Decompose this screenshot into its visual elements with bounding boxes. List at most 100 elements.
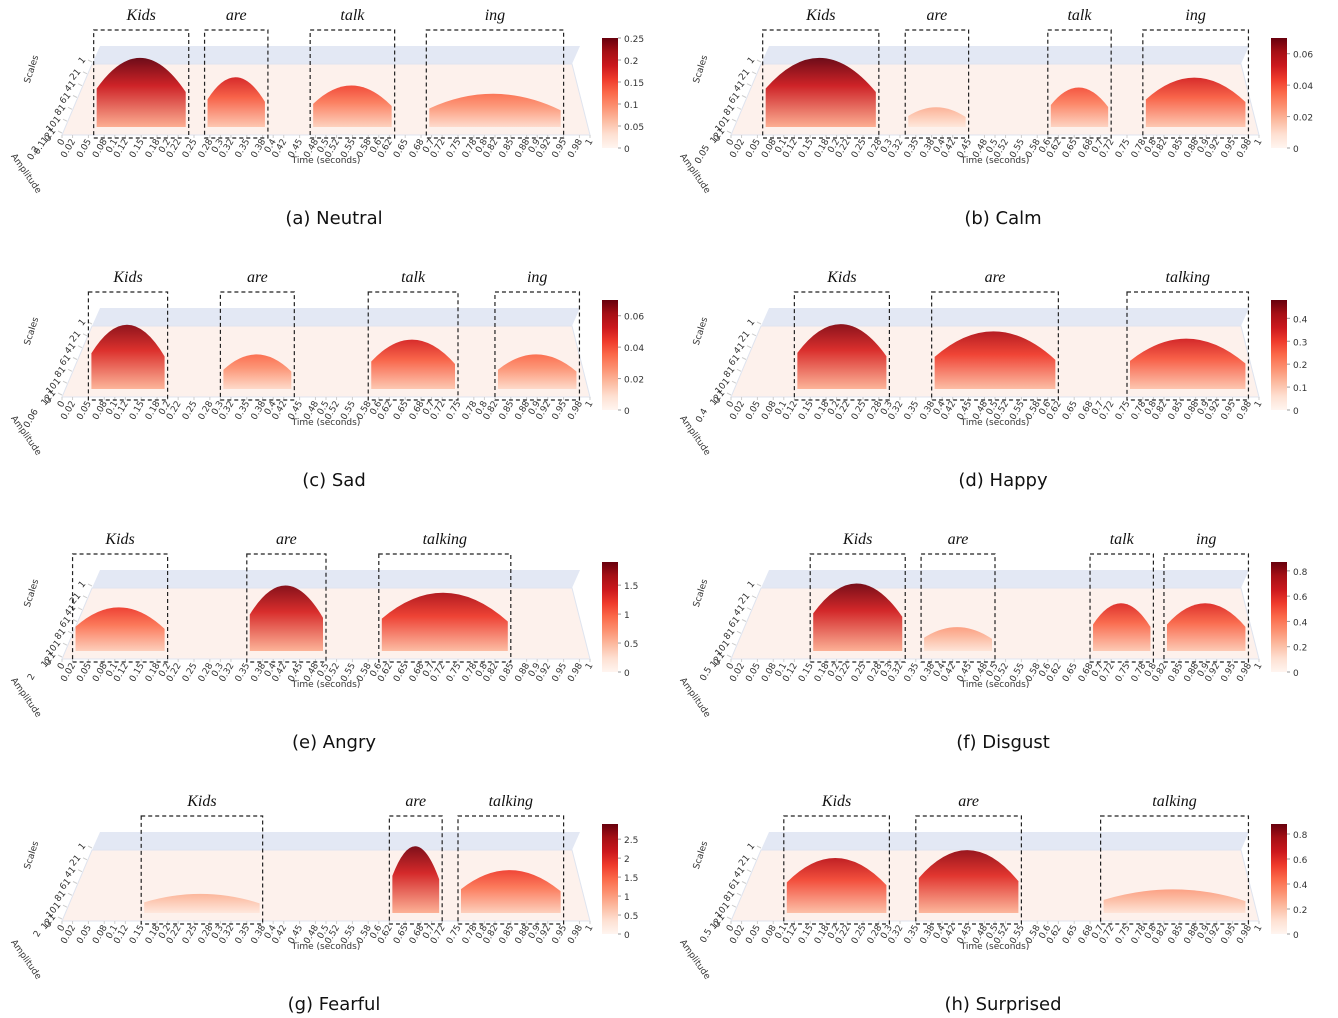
- word-label: are: [226, 7, 247, 24]
- colorbar-tick-label: 0.6: [1293, 593, 1308, 603]
- y-tick: [737, 631, 741, 633]
- word-label: talk: [401, 269, 426, 286]
- word-label: are: [958, 793, 979, 810]
- y-tick: [63, 643, 67, 645]
- colorbar-tick-label: 2: [624, 855, 630, 865]
- x-tick-label: 0.65: [1061, 924, 1080, 946]
- colorbar: [1271, 562, 1287, 672]
- y-tick-label: 1: [746, 580, 757, 591]
- x-tick-label: 1: [1253, 400, 1265, 410]
- colorbar: [602, 300, 618, 410]
- y-tick-label: 1: [746, 56, 757, 67]
- y-tick: [58, 655, 62, 657]
- word-label: are: [927, 7, 948, 24]
- colorbar-tick-label: 0.05: [624, 123, 644, 133]
- y-tick: [63, 381, 67, 383]
- back-wall: [92, 46, 580, 64]
- x-tick-label: 0.85: [1167, 138, 1186, 160]
- colorbar-tick-label: 0.5: [624, 912, 638, 922]
- x-tick-label: 0.05: [75, 138, 94, 160]
- caption: (f) Disgust: [956, 732, 1050, 753]
- colorbar-tick-label: 0.04: [624, 344, 644, 354]
- y-axis-label: Scales: [23, 54, 42, 85]
- x-tick-label: 0.98: [566, 399, 585, 422]
- y-tick: [757, 60, 761, 62]
- panel: 00.020.050.080.10.120.150.180.20.220.250…: [8, 531, 638, 753]
- colorbar-tick-label: 2.5: [624, 836, 638, 846]
- caption: (d) Happy: [958, 470, 1048, 491]
- colorbar-tick-label: 1: [624, 893, 630, 903]
- y-tick: [68, 107, 72, 109]
- x-tick-label: 0.75: [445, 138, 464, 160]
- colorbar: [1271, 824, 1287, 934]
- colorbar-tick-label: 1: [624, 611, 630, 621]
- colorbar-tick-label: 0: [1293, 145, 1299, 155]
- x-tick-label: 0.85: [498, 924, 517, 946]
- x-tick-label: 1: [584, 400, 596, 410]
- word-label: Kids: [186, 793, 216, 810]
- colorbar-tick-label: 0.2: [1293, 906, 1307, 916]
- x-tick-label: 0.95: [551, 138, 570, 160]
- colorbar-tick-label: 0: [624, 145, 630, 155]
- word-label: are: [276, 531, 297, 548]
- x-tick-label: 0.15: [128, 138, 147, 160]
- caption: (a) Neutral: [285, 208, 382, 229]
- y-tick: [58, 917, 62, 919]
- colorbar-tick-label: 0.3: [1293, 338, 1307, 348]
- colorbar-tick-label: 0: [624, 407, 630, 417]
- colorbar-tick-label: 0.8: [1293, 831, 1308, 841]
- word-label: ing: [1185, 7, 1205, 24]
- y-tick: [58, 131, 62, 133]
- back-wall: [92, 308, 580, 326]
- word-label: are: [405, 793, 426, 810]
- x-tick-label: 0.95: [551, 662, 570, 684]
- x-tick-label: 0.85: [498, 138, 517, 160]
- y-tick-label: 1: [746, 842, 757, 853]
- colorbar-tick-label: 1.5: [624, 874, 638, 884]
- x-tick-label: 0.25: [850, 924, 869, 946]
- x-tick-label: 0.95: [551, 924, 570, 946]
- y-tick: [727, 655, 731, 657]
- x-tick-label: 0.65: [1061, 400, 1080, 422]
- z-tick-label: 2: [26, 672, 38, 682]
- colorbar-tick-label: 0.02: [624, 376, 644, 386]
- colorbar-tick-label: 0.4: [1293, 315, 1308, 325]
- x-tick-label: 0.75: [445, 662, 464, 684]
- x-axis-label: Time (seconds): [960, 418, 1030, 428]
- x-tick-label: 0.98: [1235, 399, 1254, 422]
- y-tick: [58, 393, 62, 395]
- colorbar-tick-label: 0.2: [624, 57, 638, 67]
- word-label: talking: [1166, 269, 1210, 286]
- word-label: Kids: [826, 269, 856, 286]
- x-axis-label: Time (seconds): [960, 680, 1030, 690]
- caption: (c) Sad: [302, 470, 366, 491]
- x-tick-label: 0.15: [797, 138, 816, 160]
- panel: 00.020.050.080.10.120.150.180.20.220.250…: [677, 269, 1307, 491]
- y-tick: [742, 882, 746, 884]
- x-tick-label: 0.85: [1167, 924, 1186, 946]
- y-axis-label: Scales: [692, 840, 711, 871]
- word-label: ing: [527, 269, 547, 286]
- colorbar-tick-label: 0.06: [1293, 51, 1313, 61]
- z-tick-label: 0.5: [699, 666, 715, 683]
- caption: (g) Fearful: [288, 994, 381, 1015]
- x-tick-label: 0.15: [797, 924, 816, 946]
- y-tick: [73, 358, 77, 360]
- word-label: ing: [1196, 531, 1216, 548]
- colorbar-tick-label: 0.1: [1293, 384, 1307, 394]
- x-axis-label: Time (seconds): [291, 156, 361, 166]
- x-tick-label: 0.98: [566, 661, 585, 684]
- word-label: Kids: [104, 531, 134, 548]
- panel: 00.020.050.080.10.120.150.180.20.220.250…: [677, 793, 1307, 1015]
- y-axis-label: Scales: [23, 840, 42, 871]
- x-tick-label: 0.15: [128, 662, 147, 684]
- panel: 00.020.050.080.10.120.150.180.20.220.250…: [8, 793, 638, 1015]
- word-label: talk: [1067, 7, 1092, 24]
- y-tick: [83, 596, 87, 598]
- y-tick: [83, 334, 87, 336]
- x-tick-label: 0.35: [234, 400, 253, 422]
- y-tick: [68, 631, 72, 633]
- page: 00.020.050.080.10.120.150.180.20.220.250…: [0, 0, 1338, 1018]
- x-tick-label: 0.35: [903, 662, 922, 684]
- x-axis-label: Time (seconds): [291, 418, 361, 428]
